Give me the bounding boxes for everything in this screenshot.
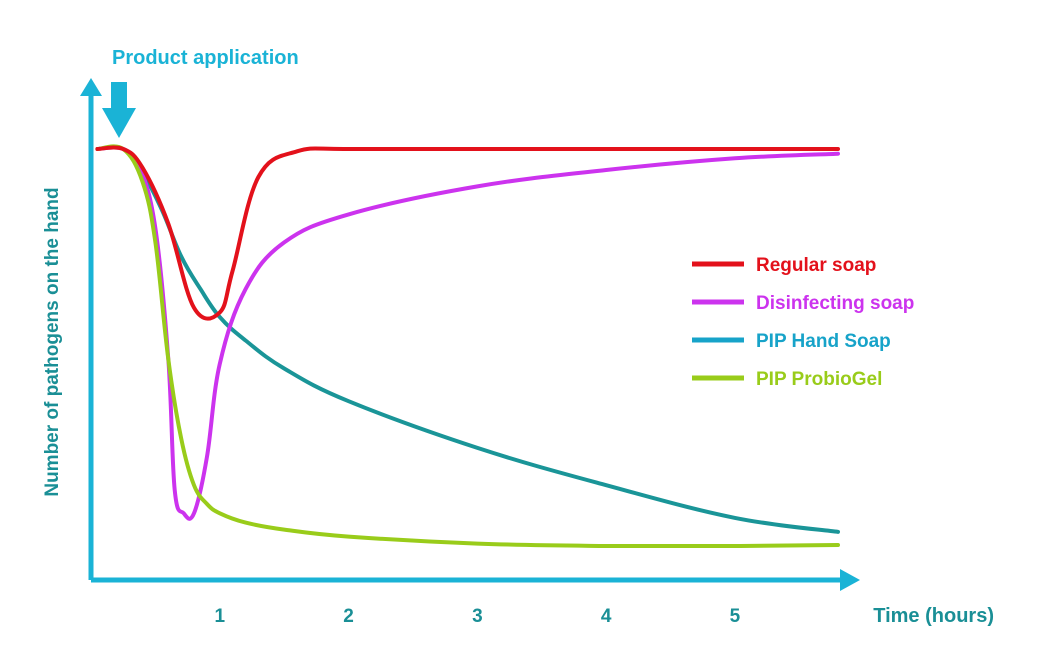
x-axis-arrow bbox=[840, 569, 860, 591]
down-arrow-icon bbox=[102, 82, 136, 138]
legend-label: PIP ProbioGel bbox=[756, 369, 882, 390]
chart-series-lines bbox=[95, 144, 840, 549]
legend-label: PIP Hand Soap bbox=[756, 331, 891, 352]
chart-legend: Regular soap Disinfecting soap PIP Hand So… bbox=[692, 255, 914, 390]
chart-axes bbox=[80, 78, 860, 591]
x-tick-labels: 1 2 3 4 5 bbox=[215, 606, 741, 627]
annotation-text: Product application bbox=[112, 47, 299, 69]
legend-label: Disinfecting soap bbox=[756, 293, 914, 314]
y-axis-label: Number of pathogens on the hand bbox=[42, 187, 63, 496]
x-tick-label: 5 bbox=[730, 606, 741, 627]
y-axis-arrow bbox=[80, 78, 102, 96]
x-axis-label: Time (hours) bbox=[873, 605, 994, 627]
x-tick-label: 2 bbox=[343, 606, 354, 627]
product-application-annotation: Product application bbox=[102, 47, 299, 138]
series-line-regular-soap bbox=[95, 145, 840, 321]
x-tick-label: 4 bbox=[601, 606, 612, 627]
series-line-disinfecting-soap bbox=[95, 145, 840, 521]
x-tick-label: 1 bbox=[215, 606, 226, 627]
x-tick-label: 3 bbox=[472, 606, 483, 627]
series-line-pip-probiogel bbox=[95, 144, 840, 549]
legend-label: Regular soap bbox=[756, 255, 876, 276]
